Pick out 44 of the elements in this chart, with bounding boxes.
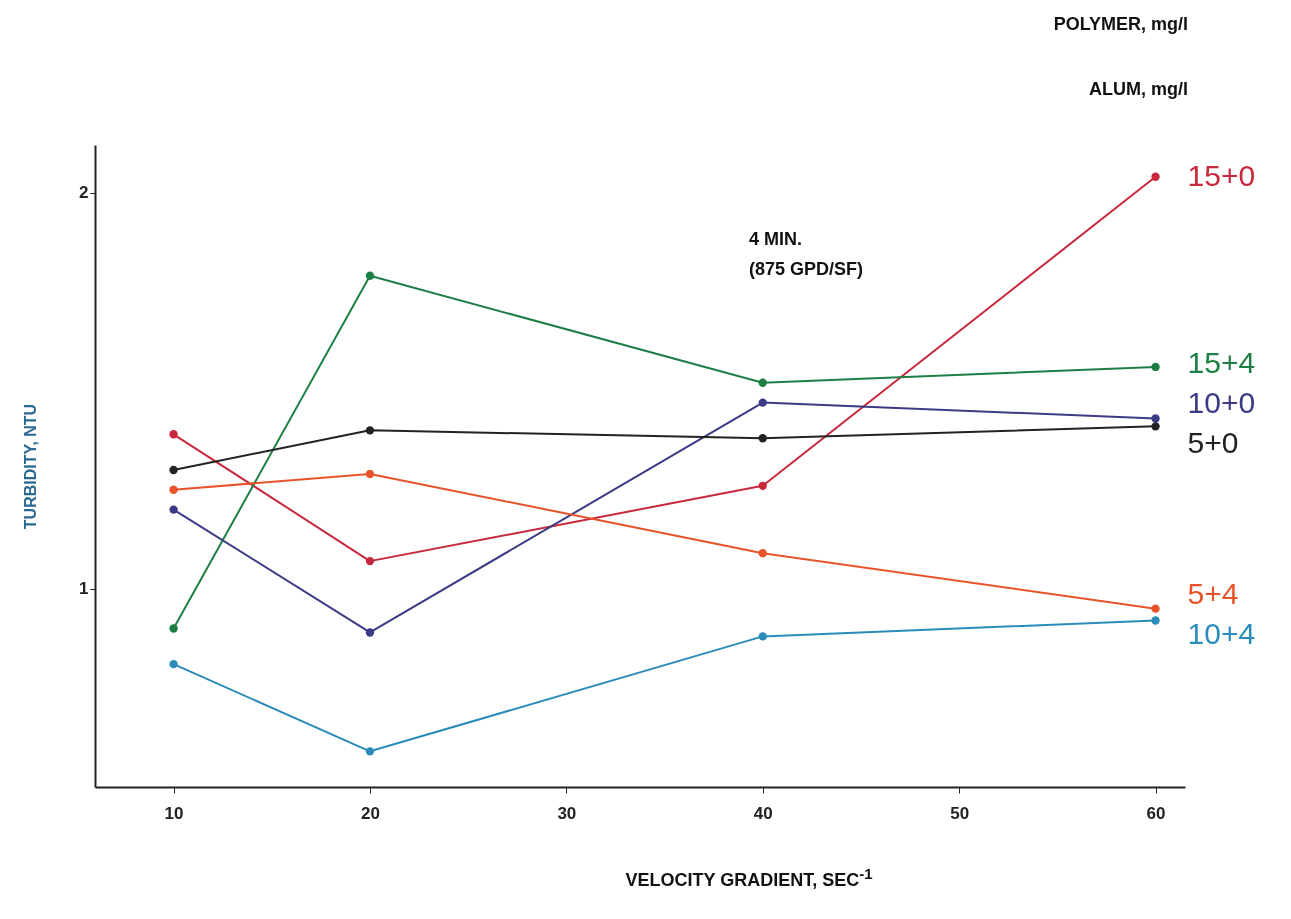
- point: [758, 549, 767, 558]
- point: [169, 465, 178, 475]
- point: [169, 624, 178, 633]
- point: [169, 505, 178, 514]
- point: [758, 434, 767, 443]
- x-tick-label: 50: [950, 803, 970, 823]
- point: [1151, 362, 1160, 372]
- point: [1151, 172, 1160, 181]
- point: [169, 430, 178, 439]
- x-axis-title: VELOCITY GRADIENT, SEC$^{-1}$: [624, 865, 874, 891]
- x-tick-label: 20: [360, 803, 380, 823]
- text: POLYMER, mg/l: [1053, 14, 1188, 34]
- series-label: 5+4: [1187, 576, 1239, 610]
- x-tick-label: 30: [557, 803, 577, 823]
- annotation: (875 GPD/SF): [749, 259, 864, 279]
- y-tick-label: 1: [79, 579, 89, 599]
- point: [365, 747, 375, 756]
- point: [169, 659, 178, 669]
- series-label: 5+0: [1187, 425, 1239, 459]
- y-tick-label: 2: [79, 183, 89, 203]
- point: [758, 632, 767, 641]
- point: [365, 469, 375, 479]
- x-tick-label: 40: [753, 803, 773, 823]
- point: [758, 398, 767, 407]
- x-tick-label: 10: [164, 803, 184, 823]
- x-tick-label: 60: [1146, 803, 1166, 823]
- point: [365, 628, 375, 637]
- y-axis-title: TURBIDITY, NTU: [22, 403, 40, 530]
- point: [365, 426, 375, 435]
- point: [1151, 422, 1160, 431]
- point: [365, 271, 375, 280]
- series-label: 10+4: [1187, 616, 1256, 650]
- point: [1151, 616, 1160, 625]
- text: ALUM, mg/l: [1089, 79, 1188, 99]
- point: [758, 378, 767, 387]
- point: [1151, 414, 1160, 423]
- point: [1151, 604, 1160, 613]
- point: [758, 481, 767, 490]
- point: [365, 556, 375, 566]
- series-label: 15+4: [1187, 346, 1256, 380]
- annotation: 4 MIN.: [749, 229, 803, 249]
- point: [169, 485, 178, 494]
- series-label: 15+0: [1187, 158, 1256, 192]
- series-label: 10+0: [1187, 385, 1256, 419]
